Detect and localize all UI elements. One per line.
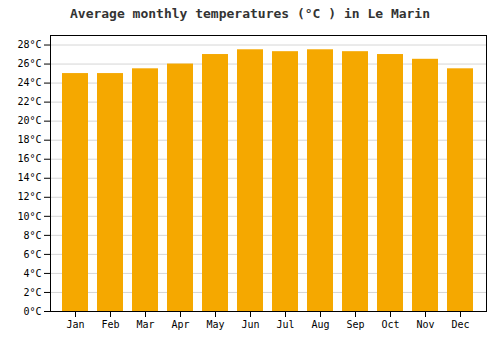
svg-text:28°C: 28°C: [17, 39, 41, 50]
svg-text:0°C: 0°C: [23, 306, 41, 317]
svg-text:Apr: Apr: [171, 319, 189, 330]
svg-text:24°C: 24°C: [17, 77, 41, 88]
svg-text:6°C: 6°C: [23, 249, 41, 260]
svg-text:8°C: 8°C: [23, 230, 41, 241]
svg-text:Jul: Jul: [276, 319, 294, 330]
svg-text:Aug: Aug: [311, 319, 329, 330]
svg-text:Jun: Jun: [241, 319, 259, 330]
svg-text:May: May: [206, 319, 224, 330]
svg-text:14°C: 14°C: [17, 172, 41, 183]
svg-text:20°C: 20°C: [17, 115, 41, 126]
svg-text:Mar: Mar: [136, 319, 154, 330]
svg-text:Nov: Nov: [416, 319, 434, 330]
svg-text:16°C: 16°C: [17, 153, 41, 164]
svg-text:2°C: 2°C: [23, 287, 41, 298]
svg-text:10°C: 10°C: [17, 211, 41, 222]
svg-text:4°C: 4°C: [23, 268, 41, 279]
svg-text:22°C: 22°C: [17, 96, 41, 107]
html-text:Average monthly temperatures (: Average monthly temperatures (°C ) in Le…: [70, 6, 430, 21]
svg-text:Feb: Feb: [101, 319, 119, 330]
svg-text:12°C: 12°C: [17, 191, 41, 202]
svg-text:Oct: Oct: [381, 319, 399, 330]
svg-text:Dec: Dec: [451, 319, 469, 330]
svg-text:26°C: 26°C: [17, 58, 41, 69]
svg-text:Sep: Sep: [346, 319, 364, 330]
svg-text:18°C: 18°C: [17, 134, 41, 145]
svg-text:Jan: Jan: [66, 319, 84, 330]
